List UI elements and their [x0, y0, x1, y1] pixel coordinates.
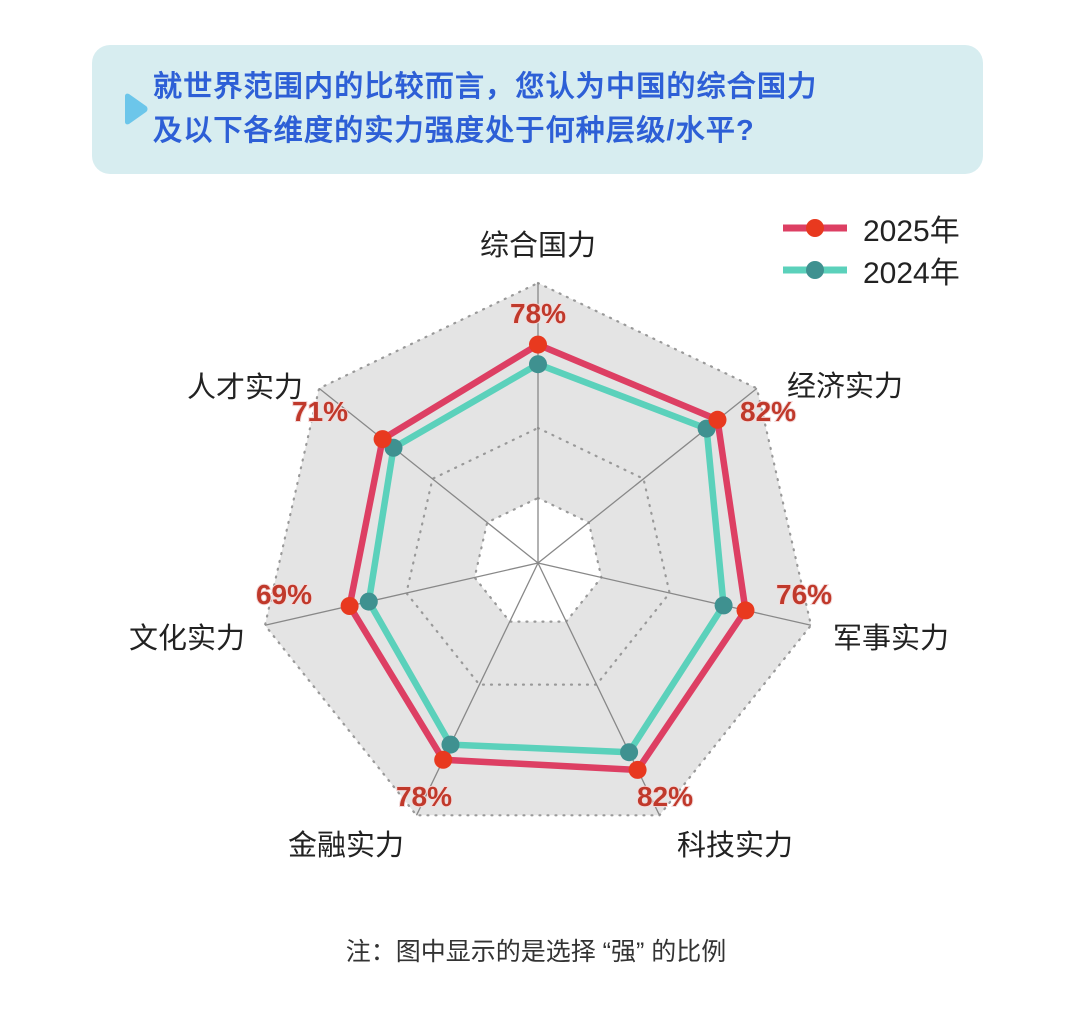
svg-text:82%: 82% [637, 781, 693, 812]
svg-text:78%: 78% [396, 781, 452, 812]
svg-text:78%: 78% [510, 298, 566, 329]
svg-text:69%: 69% [256, 579, 312, 610]
svg-text:76%: 76% [776, 579, 832, 610]
